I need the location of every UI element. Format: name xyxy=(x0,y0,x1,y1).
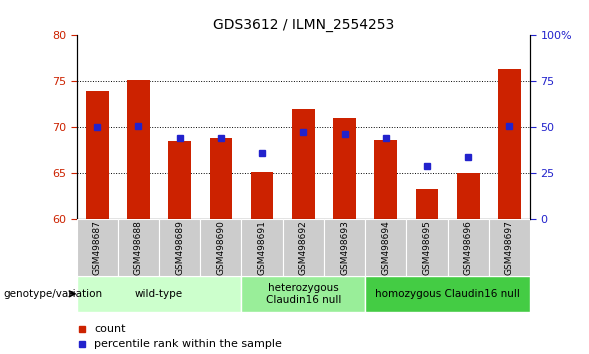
Bar xyxy=(292,109,315,219)
Text: GSM498693: GSM498693 xyxy=(340,220,349,275)
Bar xyxy=(210,138,232,219)
Bar xyxy=(375,140,397,219)
Text: percentile rank within the sample: percentile rank within the sample xyxy=(94,339,282,349)
Bar xyxy=(333,118,356,219)
Text: count: count xyxy=(94,324,125,333)
Bar xyxy=(457,173,479,219)
Bar xyxy=(127,80,150,219)
Bar xyxy=(489,219,530,276)
Text: GSM498688: GSM498688 xyxy=(134,220,143,275)
Text: wild-type: wild-type xyxy=(135,289,183,299)
Title: GDS3612 / ILMN_2554253: GDS3612 / ILMN_2554253 xyxy=(213,18,394,32)
Bar xyxy=(86,91,108,219)
Bar xyxy=(498,69,521,219)
Text: GSM498692: GSM498692 xyxy=(299,221,308,275)
Bar xyxy=(118,219,159,276)
Bar xyxy=(241,276,365,312)
Text: GSM498694: GSM498694 xyxy=(381,221,391,275)
Bar xyxy=(200,219,241,276)
Bar xyxy=(159,219,200,276)
Bar xyxy=(365,276,530,312)
Bar xyxy=(77,219,118,276)
Bar xyxy=(416,189,438,219)
Text: GSM498691: GSM498691 xyxy=(257,220,267,275)
Text: heterozygous
Claudin16 null: heterozygous Claudin16 null xyxy=(266,283,341,305)
Bar xyxy=(283,219,324,276)
Text: GSM498687: GSM498687 xyxy=(92,220,102,275)
Text: GSM498695: GSM498695 xyxy=(422,220,432,275)
Bar xyxy=(77,276,241,312)
Bar xyxy=(406,219,448,276)
Text: homozygous Claudin16 null: homozygous Claudin16 null xyxy=(375,289,520,299)
Text: GSM498690: GSM498690 xyxy=(216,220,226,275)
Text: genotype/variation: genotype/variation xyxy=(3,289,102,299)
Text: GSM498689: GSM498689 xyxy=(175,220,184,275)
Bar xyxy=(448,219,489,276)
Text: GSM498697: GSM498697 xyxy=(505,220,514,275)
Bar xyxy=(251,172,273,219)
Text: GSM498696: GSM498696 xyxy=(464,220,473,275)
Bar xyxy=(324,219,365,276)
Bar xyxy=(241,219,283,276)
Bar xyxy=(365,219,406,276)
Bar xyxy=(168,141,191,219)
